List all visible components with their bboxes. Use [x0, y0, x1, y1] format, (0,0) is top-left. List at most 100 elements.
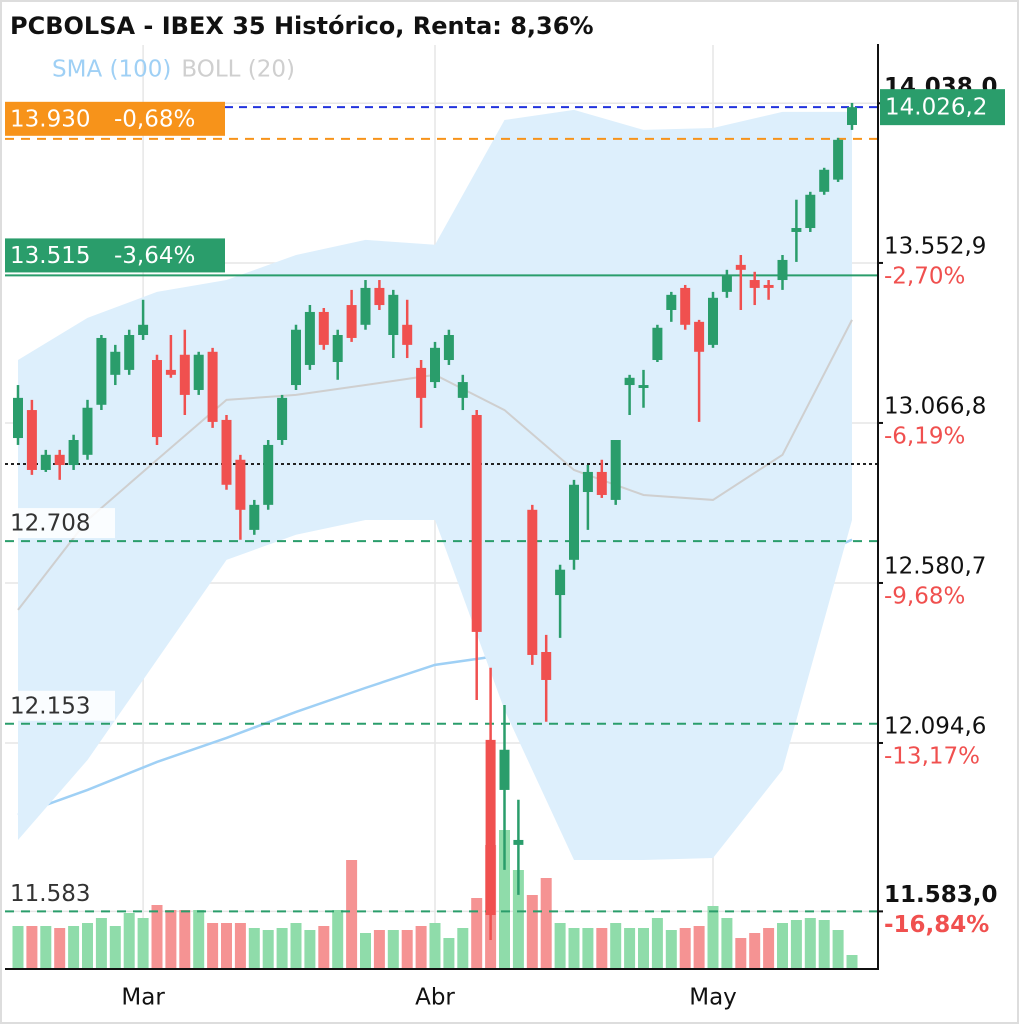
candle-body — [221, 419, 232, 485]
candle-body — [485, 739, 496, 916]
volume-bar — [54, 928, 66, 968]
candle-body — [402, 324, 413, 345]
chart-title: PCBOLSA - IBEX 35 Histórico, Renta: 8,36… — [10, 12, 594, 40]
candle-body — [833, 139, 844, 180]
level-label-bg — [5, 690, 115, 721]
volume-bar — [332, 910, 344, 968]
candle-body — [40, 454, 51, 470]
y-tick-label: 13.552,9 — [884, 233, 986, 259]
candle-body — [527, 509, 538, 655]
x-tick-label: Mar — [121, 985, 165, 1011]
volume-bar — [304, 930, 316, 968]
volume-bar — [721, 918, 733, 968]
candle-body — [207, 351, 218, 422]
volume-bar — [624, 928, 636, 968]
volume-bar — [290, 923, 302, 968]
level-label: 13.515 — [10, 243, 90, 269]
volume-bar — [346, 860, 358, 968]
legend-entry: SMA (100) — [52, 57, 171, 83]
volume-bar — [373, 930, 385, 968]
volume-bar — [137, 918, 149, 968]
volume-bar — [109, 926, 121, 968]
volume-bar — [596, 928, 608, 968]
volume-bar — [471, 898, 483, 968]
candle-body — [277, 397, 288, 441]
candle-body — [13, 397, 23, 439]
volume-bar — [749, 933, 761, 968]
volume-bar — [248, 928, 260, 968]
candle-body — [763, 284, 774, 288]
volume-bar — [179, 910, 191, 968]
volume-bar — [638, 928, 649, 968]
candle-body — [346, 305, 357, 338]
y-tick-change: -2,70% — [884, 263, 965, 289]
candle-body — [805, 194, 816, 229]
volume-bar — [554, 923, 566, 968]
level-change: -0,68% — [114, 106, 195, 132]
candle-body — [96, 337, 107, 405]
volume-bar — [68, 926, 80, 968]
last-price-box — [880, 89, 1005, 126]
candle-body — [332, 335, 343, 362]
volume-bar — [193, 910, 205, 968]
candle-body — [165, 369, 176, 375]
volume-bar — [790, 920, 802, 968]
y-tick-label: 13.066,8 — [884, 393, 986, 419]
candle-body — [249, 504, 260, 530]
candle-body — [791, 228, 802, 232]
candle-body — [82, 407, 93, 455]
candle-body — [666, 294, 677, 310]
candle-body — [819, 169, 830, 192]
volume-bar — [818, 920, 830, 968]
volume-bar — [735, 938, 747, 968]
volume-bar — [360, 933, 371, 968]
level-label-bg — [5, 878, 115, 909]
candle-body — [652, 327, 663, 361]
candle-body — [443, 335, 454, 361]
volume-bar — [262, 930, 274, 968]
volume-bar — [318, 926, 330, 968]
candle-body — [374, 287, 385, 306]
volume-bar — [40, 926, 52, 968]
candle-body — [235, 459, 246, 510]
candle-body — [555, 569, 566, 596]
volume-bar — [777, 923, 788, 968]
last-price-label: 14.026,2 — [885, 95, 987, 121]
volume-bar — [234, 923, 246, 968]
candle-body — [777, 259, 788, 281]
volume-bar — [12, 926, 24, 968]
level-label: 12.153 — [10, 693, 90, 719]
volume-bar — [707, 906, 719, 968]
candle-body — [68, 440, 79, 466]
candle-body — [569, 484, 579, 560]
boll-band — [18, 109, 852, 861]
volume-bar — [832, 930, 844, 968]
volume-bar — [443, 938, 455, 968]
volume-bar — [429, 923, 441, 968]
candle-body — [110, 351, 121, 375]
level-label-bg — [5, 508, 115, 539]
volume-bar — [415, 926, 427, 968]
candle-body — [193, 354, 204, 390]
candle-body — [360, 287, 371, 325]
volume-bar — [387, 930, 399, 968]
candle-body — [499, 749, 510, 790]
candle-body — [694, 321, 705, 352]
title-bg — [2, 2, 878, 44]
candle-body — [735, 264, 746, 270]
level-label-box — [5, 238, 225, 273]
candle-body — [596, 471, 607, 495]
volume-bar — [582, 928, 594, 968]
candle-body — [263, 444, 274, 505]
volume-bar — [457, 928, 469, 968]
volume-bar — [568, 928, 580, 968]
candle-body — [610, 440, 621, 500]
x-tick-label: Abr — [415, 985, 455, 1011]
candle-body — [624, 377, 635, 386]
candle-body — [304, 311, 315, 365]
volume-bar — [693, 926, 705, 968]
volume-bar — [679, 928, 691, 968]
candle-body — [54, 454, 65, 466]
candle-body — [457, 382, 468, 398]
